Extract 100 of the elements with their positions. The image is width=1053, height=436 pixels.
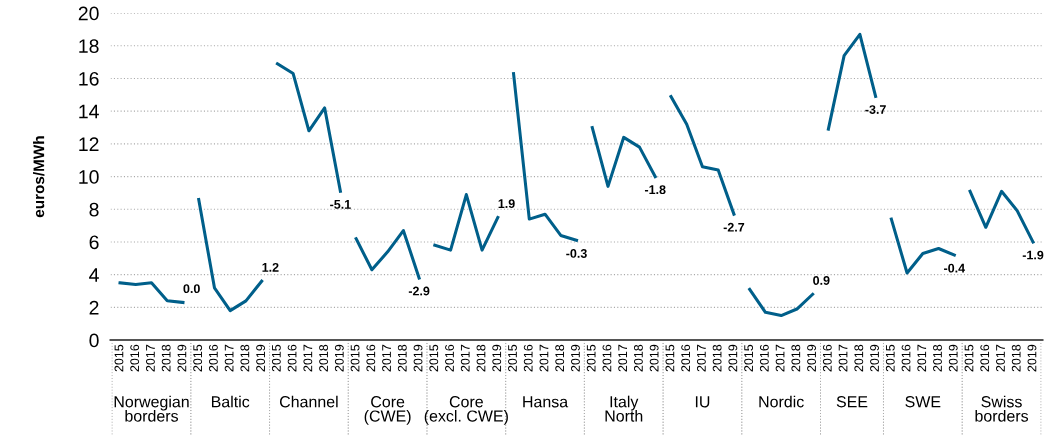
x-tick-label: 2015 [744,344,754,372]
x-tick-label: 2019 [728,344,738,372]
x-tick-label: 2019 [571,344,580,372]
annotation: -3.7 [865,105,886,114]
text: Norwegian borders [114,395,189,422]
x-tick-label: 2018 [555,344,565,372]
x-tick-label: 2019 [492,344,502,372]
annotation: -5.1 [330,200,351,209]
x-tick-label: 2015 [271,344,281,372]
y-tick-label: 20 [78,6,99,21]
x-tick-label: 2019 [334,344,344,372]
x-tick-label: 2019 [870,344,879,372]
x-tick-label: 2019 [807,344,816,372]
text: IU [695,396,710,408]
x-tick-label: 2016 [208,344,218,372]
x-tick-label: 2017 [303,344,313,372]
x-tick-label: 2016 [822,344,832,372]
x-tick-label: 2018 [633,344,643,372]
x-tick-label: 2017 [996,344,1005,372]
x-tick-label: 2017 [146,344,155,372]
line-series [968,189,1035,244]
x-tick-label: 2016 [759,344,769,372]
x-tick-label: 2015 [350,344,360,372]
text: Swiss borders [975,395,1029,422]
x-tick-label: 2018 [476,344,486,372]
x-tick-label: 2016 [901,344,911,372]
line-series [118,281,185,304]
x-tick-label: 2016 [287,344,297,372]
x-tick-label: 2017 [917,344,927,372]
x-tick-label: 2018 [933,344,942,372]
x-tick-label: 2019 [413,344,423,372]
x-tick-label: 2015 [665,344,675,372]
line-series [275,62,342,193]
text: Core (excl. CWE) [424,396,508,425]
x-tick-label: 2016 [681,344,691,372]
line-series [354,229,421,280]
text: Core (CWE) [364,396,411,425]
x-tick-label: 2016 [602,344,612,372]
y-tick-label: 14 [79,104,99,119]
x-tick-label: 2015 [193,344,203,372]
y-tick-label: 18 [79,39,99,54]
x-tick-label: 2018 [161,344,171,372]
y-tick-label: 4 [89,268,99,282]
x-tick-label: 2017 [618,344,628,372]
annotation: -1.9 [1022,250,1044,260]
x-tick-label: 2019 [948,344,958,372]
text: Baltic [211,395,250,408]
x-tick-label: 2017 [696,344,706,372]
line-series [433,193,500,252]
annotation: -1.8 [644,185,666,195]
text: Nordic [759,395,804,408]
annotation: 0.0 [183,284,200,294]
x-tick-label: 2017 [838,344,848,372]
annotation: -0.3 [566,249,587,258]
x-tick-label: 2019 [177,344,187,372]
text: SWE [905,396,941,408]
x-tick-label: 2018 [712,344,722,372]
x-tick-label: 2015 [964,344,974,372]
x-tick-label: 2017 [460,344,470,372]
y-tick-label: 12 [79,137,99,151]
text: Hansa [523,396,569,408]
x-tick-label: 2019 [649,344,659,372]
x-tick-label: 2018 [1011,344,1021,372]
annotation: -2.9 [408,286,430,296]
x-tick-label: 2016 [445,344,454,372]
x-tick-label: 2017 [539,344,549,372]
x-tick-label: 2018 [854,344,864,372]
line-series [748,287,815,318]
text: SEE [836,396,868,408]
annotation: 0.9 [813,276,830,285]
annotation: 1.9 [498,199,515,209]
text: Channel [279,395,338,408]
y-tick-label: 2 [89,300,99,315]
x-tick-label: 2016 [366,344,376,372]
x-tick-label: 2018 [397,344,407,372]
y-tick-label: 8 [89,202,99,217]
x-tick-label: 2018 [791,344,801,372]
x-tick-label: 2018 [319,344,329,372]
text: Italy North [605,395,643,422]
y-tick-label: 0 [89,333,99,348]
x-tick-label: 2015 [429,344,439,372]
x-tick-label: 2015 [885,344,895,372]
y-tick-label: 16 [79,71,99,86]
x-tick-label: 2016 [523,344,533,372]
x-tick-label: 2018 [240,344,250,372]
y-axis-title: euros/MWh [33,136,45,218]
y-tick-label: 10 [79,170,99,184]
x-tick-label: 2015 [586,344,596,372]
x-tick-label: 2016 [130,344,140,372]
x-tick-label: 2015 [114,344,124,372]
x-tick-label: 2017 [224,344,234,372]
x-tick-label: 2019 [256,344,266,372]
annotation: 1.2 [262,262,279,272]
x-tick-label: 2019 [1027,344,1037,372]
x-tick-label: 2017 [382,344,391,372]
x-tick-label: 2017 [775,344,785,372]
annotation: -2.7 [723,222,745,232]
y-tick-label: 6 [89,235,99,250]
line-series [669,94,736,216]
x-tick-label: 2015 [508,344,517,372]
